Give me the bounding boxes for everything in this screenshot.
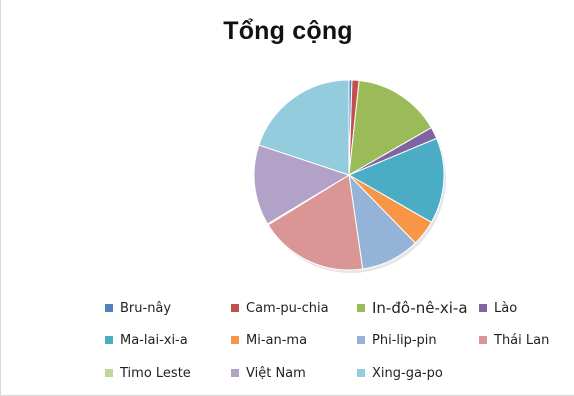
legend-label: Việt Nam: [246, 365, 306, 381]
legend-item[interactable]: Mi-an-ma: [231, 330, 307, 350]
legend-item[interactable]: Timo Leste: [105, 363, 191, 383]
pie-slice-9[interactable]: [253, 144, 351, 225]
legend-swatch: [357, 369, 365, 377]
pie-slice-4[interactable]: [347, 137, 445, 224]
legend-item[interactable]: Bru-nây: [105, 298, 171, 318]
pie-slice-10[interactable]: [258, 79, 350, 176]
chart-title: Tổng cộng: [223, 17, 353, 45]
legend-label: Mi-an-ma: [246, 332, 308, 348]
legend-label: Timo Leste: [120, 365, 191, 381]
legend-item[interactable]: Cam-pu-chia: [231, 298, 329, 318]
legend-label: Ma-lai-xi-a: [120, 332, 188, 348]
legend-label: Bru-nây: [120, 300, 172, 316]
legend-swatch: [231, 369, 239, 377]
legend-item[interactable]: Ma-lai-xi-a: [105, 330, 188, 350]
legend-swatch: [479, 336, 487, 344]
legend-item[interactable]: In-đô-nê-xi-a: [357, 298, 468, 318]
legend-item[interactable]: Việt Nam: [231, 363, 306, 383]
legend-item[interactable]: Xing-ga-po: [357, 363, 443, 383]
legend-swatch: [231, 336, 239, 344]
legend-item[interactable]: Phi-lip-pin: [357, 330, 437, 350]
legend-swatch: [231, 304, 239, 312]
legend-label: Lào: [494, 300, 518, 316]
legend-label: In-đô-nê-xi-a: [372, 299, 468, 317]
legend-swatch: [105, 369, 113, 377]
legend-swatch: [357, 336, 365, 344]
legend-label: Phi-lip-pin: [372, 332, 437, 348]
legend-label: Thái Lan: [494, 332, 550, 348]
legend-swatch: [479, 304, 487, 312]
legend-swatch: [357, 304, 365, 312]
pie-slice-2[interactable]: [348, 79, 433, 176]
legend-swatch: [105, 336, 113, 344]
legend-swatch: [105, 304, 113, 312]
legend-item[interactable]: Thái Lan: [479, 330, 549, 350]
legend-label: Xing-ga-po: [372, 365, 443, 381]
pie-slice-7[interactable]: [267, 174, 364, 271]
legend-item[interactable]: Lào: [479, 298, 517, 318]
legend-label: Cam-pu-chia: [246, 300, 329, 316]
